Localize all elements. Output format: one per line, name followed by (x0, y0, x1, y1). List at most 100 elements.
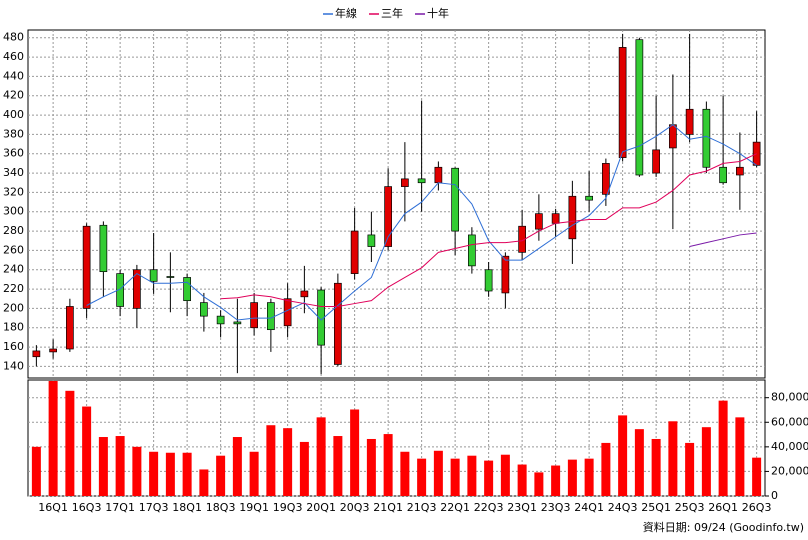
volume-bar (618, 415, 628, 496)
volume-bar (752, 457, 762, 496)
x-tick-label: 22Q3 (474, 501, 504, 514)
volume-bar (115, 436, 125, 496)
y-tick-label: 420 (3, 89, 24, 102)
volume-bar (450, 458, 460, 496)
volume-bar (182, 452, 192, 496)
volume-bar (383, 434, 393, 496)
y-tick-label: 340 (3, 166, 24, 179)
candle-body (551, 213, 560, 224)
candle-body (652, 149, 660, 174)
x-tick-label: 18Q1 (172, 501, 202, 514)
candle-body (618, 47, 627, 158)
volume-bar (266, 425, 276, 496)
x-tick-label: 25Q1 (641, 501, 671, 514)
y-tick-label: 400 (3, 108, 24, 121)
y-tick-label: 220 (3, 282, 24, 295)
y-tick-label: 440 (3, 69, 24, 82)
y-tick-label: 280 (3, 224, 24, 237)
volume-bar (232, 437, 242, 496)
candle-body (283, 298, 292, 327)
candle-body (149, 269, 158, 282)
x-tick-label: 19Q1 (239, 501, 269, 514)
volume-bar (701, 427, 711, 496)
x-tick-label: 26Q3 (742, 501, 772, 514)
volume-bar (584, 458, 594, 496)
candle-body (99, 224, 108, 273)
price-frame (27, 29, 766, 379)
y2-tick-label: 60,000 (771, 415, 808, 428)
volume-bar (316, 417, 326, 496)
x-tick-label: 21Q3 (407, 501, 437, 514)
x-tick-label: 23Q3 (541, 501, 571, 514)
candle-body (417, 178, 426, 184)
x-tick-label: 26Q1 (708, 501, 738, 514)
y-tick-label: 240 (3, 263, 24, 276)
y-tick-label: 300 (3, 205, 24, 218)
x-tick-label: 24Q1 (574, 501, 604, 514)
y-tick-label: 360 (3, 147, 24, 160)
candle-body (350, 230, 359, 274)
y-tick-label: 140 (3, 359, 24, 372)
volume-bar (601, 442, 611, 496)
candle-body (635, 39, 644, 176)
volume-bar (534, 472, 544, 496)
ma-line (689, 232, 757, 248)
x-tick-label: 18Q3 (206, 501, 236, 514)
volume-bar (98, 437, 108, 496)
volume-bar (517, 464, 527, 496)
volume-bar (48, 380, 58, 496)
volume-bar (500, 454, 510, 496)
candle-body (267, 302, 275, 331)
candle-body (183, 277, 191, 302)
candle-body (216, 315, 225, 325)
legend-label: 年線 (335, 6, 357, 20)
candle-body (685, 108, 694, 135)
volume-bar (65, 390, 75, 496)
candle-body (401, 178, 409, 187)
x-tick-label: 16Q3 (72, 501, 102, 514)
volume-bar (467, 455, 477, 496)
candle-body (484, 269, 493, 292)
candle-body (32, 350, 41, 358)
x-tick-label: 17Q1 (105, 501, 135, 514)
candle-body (501, 255, 510, 294)
y2-tick-label: 40,000 (771, 440, 808, 453)
volume-bar (199, 469, 209, 496)
y-tick-label: 260 (3, 243, 24, 256)
candle-body (669, 124, 677, 149)
volume-bar (165, 452, 175, 496)
volume-bar (216, 455, 226, 496)
candle-body (451, 167, 459, 232)
candle-body (66, 306, 74, 350)
x-tick-label: 24Q3 (608, 501, 638, 514)
volume-bar (634, 429, 644, 496)
y-tick-label: 380 (3, 127, 24, 140)
candle-body (568, 195, 577, 240)
y-tick-label: 320 (3, 185, 24, 198)
x-tick-label: 25Q3 (675, 501, 705, 514)
footer: 資料日期: 09/24 (Goodinfo.tw) (643, 520, 804, 534)
volume-bar (668, 421, 678, 496)
candle-body (434, 166, 443, 184)
volume-bar (149, 451, 159, 496)
volume-bar (685, 442, 695, 496)
y2-tick-label: 20,000 (771, 464, 808, 477)
x-tick-label: 20Q1 (306, 501, 336, 514)
candle-body (602, 163, 610, 195)
ma-line (220, 153, 757, 307)
candle-body (384, 186, 392, 247)
x-tick-label: 20Q3 (340, 501, 370, 514)
candle-body (116, 273, 124, 307)
candle-body (300, 290, 309, 298)
candle-body (535, 213, 543, 230)
volume-bar (299, 441, 309, 496)
candle-body (367, 234, 376, 247)
candle-body (334, 282, 342, 365)
volume-bar (333, 436, 343, 496)
volume-bar (551, 465, 561, 496)
x-tick-label: 21Q1 (373, 501, 403, 514)
volume-bar (400, 451, 410, 496)
volume-bar (417, 458, 427, 496)
volume-bar (283, 428, 293, 496)
